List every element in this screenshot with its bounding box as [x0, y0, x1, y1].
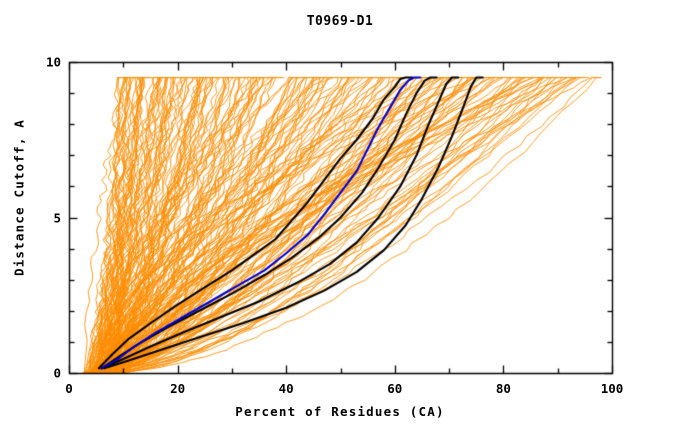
x-tick-label: 80 — [495, 381, 511, 396]
x-tick-label: 20 — [170, 381, 186, 396]
y-tick-label: 0 — [53, 365, 61, 381]
x-axis-label: Percent of Residues (CA) — [235, 404, 445, 419]
x-tick-label: 40 — [278, 381, 294, 396]
x-tick-label: 0 — [65, 381, 73, 396]
y-tick-label: 5 — [53, 210, 61, 225]
y-tick-label: 10 — [45, 54, 61, 70]
x-tick-label: 60 — [387, 381, 403, 396]
x-tick-label: 100 — [600, 381, 624, 396]
y-axis-label: Distance Cutoff, A — [11, 118, 27, 277]
